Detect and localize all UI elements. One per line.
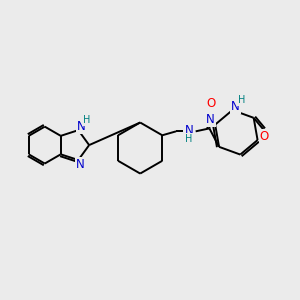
Text: N: N bbox=[77, 120, 85, 133]
Text: H: H bbox=[185, 134, 193, 144]
Text: O: O bbox=[260, 130, 269, 143]
Text: N: N bbox=[184, 124, 193, 137]
Text: N: N bbox=[206, 113, 214, 126]
Text: N: N bbox=[231, 100, 240, 113]
Text: O: O bbox=[207, 98, 216, 110]
Text: N: N bbox=[76, 158, 85, 171]
Text: H: H bbox=[83, 115, 91, 125]
Text: H: H bbox=[238, 95, 245, 105]
